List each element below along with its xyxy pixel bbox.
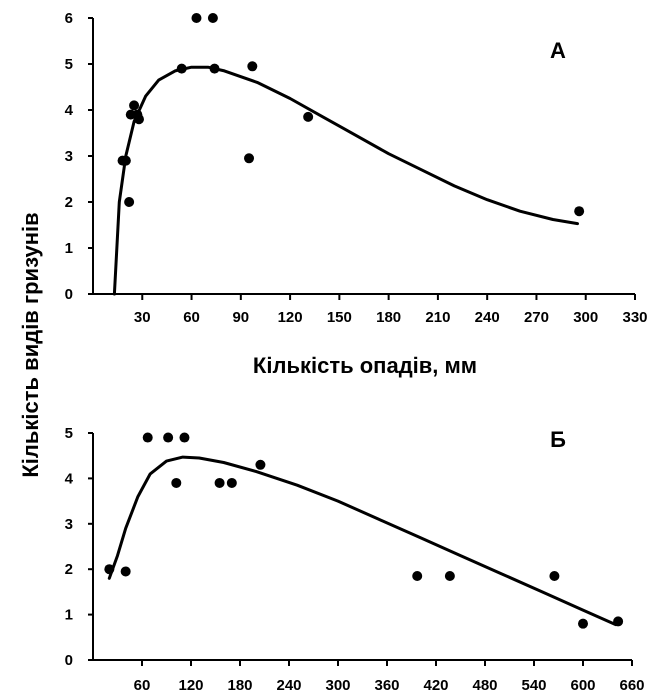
data-point-a bbox=[574, 206, 585, 217]
y-tick-label-a: 1 bbox=[65, 240, 73, 257]
x-tick-label-a: 30 bbox=[134, 309, 151, 326]
data-point-b bbox=[171, 477, 182, 488]
data-point-b bbox=[412, 571, 423, 582]
panel-label-b: Б bbox=[550, 427, 566, 452]
x-axis-label-a: Кількість опадів, мм bbox=[253, 353, 477, 378]
y-tick-label-a: 2 bbox=[65, 194, 73, 211]
data-point-a bbox=[303, 111, 314, 122]
data-point-a bbox=[120, 155, 131, 166]
x-tick-label-b: 360 bbox=[374, 677, 399, 694]
x-tick-label-a: 240 bbox=[475, 309, 500, 326]
trend-line-a bbox=[112, 65, 579, 296]
data-point-b bbox=[214, 477, 225, 488]
x-tick-label-b: 300 bbox=[325, 677, 350, 694]
y-tick-label-a: 6 bbox=[65, 10, 73, 27]
data-point-b bbox=[549, 571, 560, 582]
data-point-a bbox=[129, 100, 140, 111]
data-point-a bbox=[191, 13, 202, 23]
x-tick-label-a: 60 bbox=[183, 309, 200, 326]
trend-line-b bbox=[107, 455, 618, 627]
x-tick-label-a: 300 bbox=[573, 309, 598, 326]
data-point-a bbox=[133, 114, 144, 125]
panel-label-a: А bbox=[550, 38, 566, 63]
data-point-b bbox=[613, 616, 624, 627]
data-point-b bbox=[120, 566, 131, 577]
x-tick-label-b: 660 bbox=[619, 677, 644, 694]
data-point-b bbox=[226, 477, 237, 488]
x-tick-label-b: 540 bbox=[521, 677, 546, 694]
data-point-b bbox=[163, 432, 174, 443]
data-point-b bbox=[444, 571, 455, 582]
chart-panel-b: 0 1 2 3 4 5 60 120 180 240 300 360 420 480 540 600 660 Б bbox=[65, 425, 645, 694]
y-tick-label-b: 2 bbox=[65, 561, 73, 578]
x-tick-label-b: 180 bbox=[227, 677, 252, 694]
y-tick-label-b: 3 bbox=[65, 516, 73, 533]
y-tick-label-a: 3 bbox=[65, 148, 73, 165]
x-tick-label-b: 420 bbox=[423, 677, 448, 694]
y-tick-label-a: 4 bbox=[65, 102, 74, 119]
y-tick-label-a: 0 bbox=[65, 286, 73, 303]
x-tick-label-a: 150 bbox=[327, 309, 352, 326]
x-tick-label-a: 180 bbox=[376, 309, 401, 326]
x-tick-label-b: 480 bbox=[472, 677, 497, 694]
data-point-b bbox=[142, 432, 153, 443]
chart-panel-a: 0 1 2 3 4 5 6 30 60 90 120 150 180 210 240 270 300 330 А bbox=[65, 10, 648, 326]
data-point-a bbox=[176, 63, 187, 74]
y-tick-label-b: 4 bbox=[65, 470, 74, 487]
x-tick-label-a: 210 bbox=[425, 309, 450, 326]
x-tick-label-b: 600 bbox=[570, 677, 595, 694]
y-tick-label-a: 5 bbox=[65, 56, 73, 73]
data-point-a bbox=[209, 63, 220, 74]
data-point-a bbox=[207, 13, 218, 23]
data-point-b bbox=[578, 618, 588, 629]
y-axis-label: Кількість видів гризунів bbox=[18, 212, 43, 477]
x-tick-label-b: 120 bbox=[178, 677, 203, 694]
data-point-b bbox=[104, 564, 115, 575]
y-tick-label-b: 1 bbox=[65, 607, 73, 624]
data-point-b bbox=[179, 432, 190, 443]
data-point-a bbox=[244, 153, 255, 164]
x-tick-label-a: 270 bbox=[524, 309, 549, 326]
x-tick-label-a: 330 bbox=[622, 309, 647, 326]
data-point-a bbox=[247, 61, 258, 72]
x-tick-label-b: 60 bbox=[134, 677, 151, 694]
x-tick-label-a: 120 bbox=[278, 309, 303, 326]
x-tick-label-b: 240 bbox=[276, 677, 301, 694]
y-tick-label-b: 0 bbox=[65, 652, 73, 669]
data-point-b bbox=[255, 459, 266, 470]
data-point-a bbox=[124, 197, 135, 207]
x-tick-label-a: 90 bbox=[232, 309, 249, 326]
y-tick-label-b: 5 bbox=[65, 425, 73, 442]
